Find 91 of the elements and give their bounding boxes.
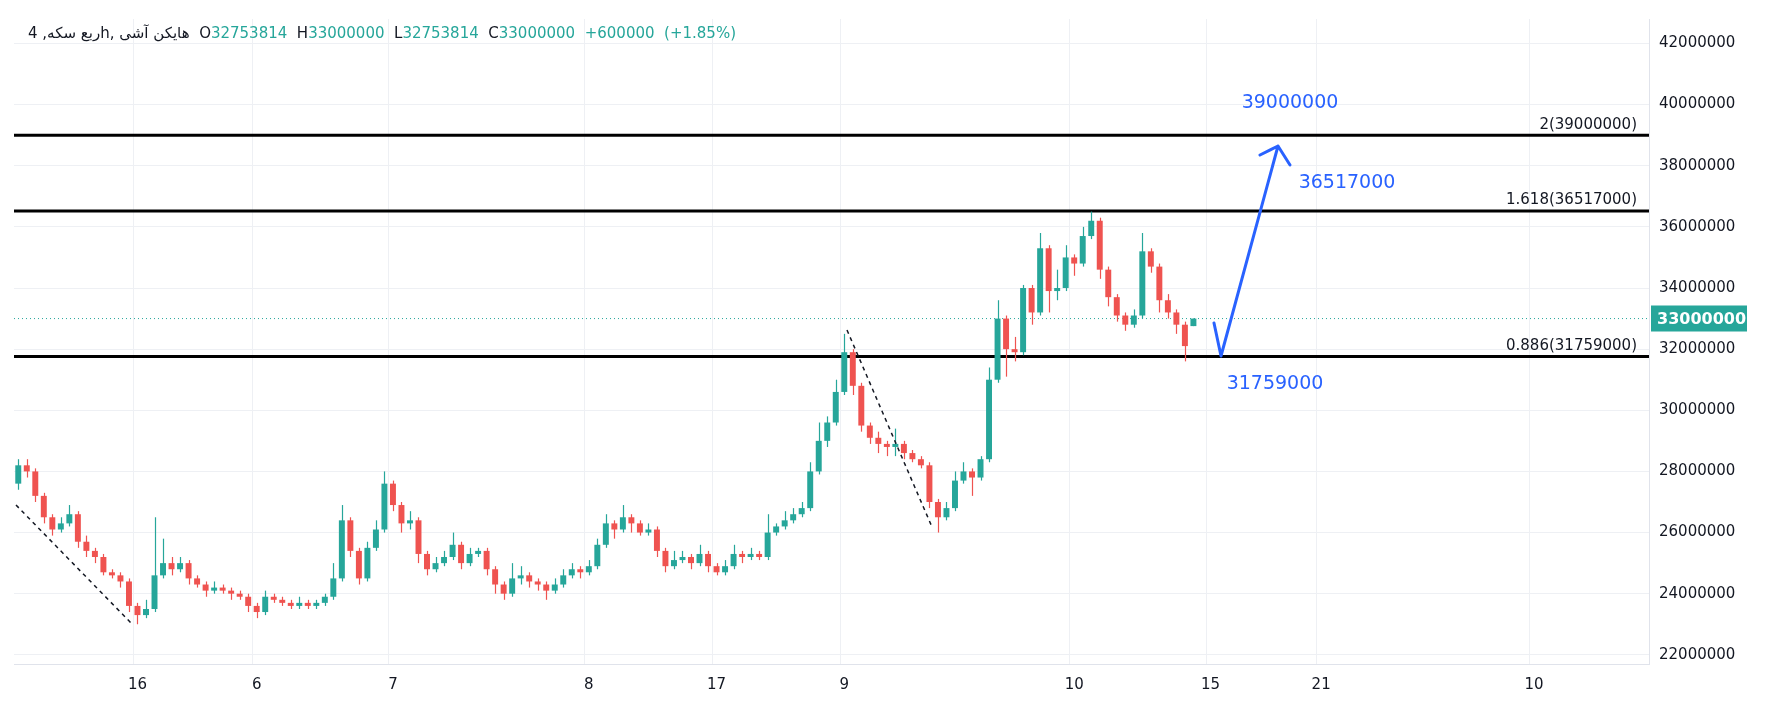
candlestick	[1122, 311, 1129, 332]
candlestick	[781, 510, 788, 531]
candlestick	[168, 556, 175, 576]
candlestick	[483, 547, 490, 576]
text: O32753814 H33000000 L32753814 C33000000 +600000 (+1.85%)	[199, 24, 737, 42]
candlestick	[653, 525, 660, 558]
x-tick-label: 8	[584, 674, 594, 693]
candlestick	[977, 455, 984, 482]
annotation: 39000000	[1241, 90, 1339, 113]
candlestick	[160, 538, 166, 580]
candlestick	[670, 550, 677, 570]
candlestick	[560, 568, 567, 589]
x-tick-label: 15	[1200, 674, 1220, 693]
candlestick	[866, 421, 873, 445]
candlestick	[262, 590, 269, 616]
candlestick	[466, 547, 473, 567]
candlestick	[407, 510, 413, 531]
chart-title: ربع سکه, 4h, هایکن آشی	[28, 24, 190, 42]
x-tick-label: 17	[706, 674, 727, 693]
x-tick-label: 6	[251, 674, 262, 693]
candlestick	[594, 538, 601, 570]
candlestick	[398, 501, 405, 534]
candlestick	[730, 544, 737, 570]
candlestick	[517, 565, 524, 586]
candlestick	[1113, 293, 1120, 323]
candlestick	[543, 580, 550, 601]
candlestick	[900, 440, 907, 460]
candlestick	[83, 535, 90, 558]
candlestick	[934, 498, 941, 534]
x-tick-label: 16	[127, 674, 148, 693]
x-tick-label: 7	[388, 674, 398, 693]
ref-line-label: 0.886(31759000)	[1506, 335, 1637, 354]
y-tick-label: 42000000	[1659, 33, 1736, 52]
candlestick	[245, 593, 252, 613]
candlestick	[1071, 253, 1078, 277]
candlestick	[960, 461, 967, 485]
candlestick	[389, 479, 396, 512]
y-tick-label: 30000000	[1659, 400, 1736, 419]
candlestick	[662, 547, 669, 573]
y-tick-label: 40000000	[1659, 94, 1736, 113]
x-tick-label: 10	[1064, 674, 1084, 693]
candlestick	[458, 541, 465, 570]
candlestick	[100, 553, 107, 576]
candlestick	[49, 513, 56, 537]
candlestick	[1054, 269, 1061, 301]
y-tick-label: 26000000	[1659, 522, 1736, 541]
candlestick	[1088, 210, 1095, 240]
candlestick	[824, 415, 831, 448]
candlestick	[619, 504, 626, 534]
y-tick-label: 22000000	[1659, 644, 1736, 663]
candlestick	[40, 492, 47, 524]
candlestick	[611, 519, 618, 540]
candlestick	[1181, 321, 1188, 362]
candlestick	[1164, 293, 1171, 320]
candlestick	[143, 599, 149, 619]
x-tick-label: 10	[1524, 674, 1544, 693]
candlestick	[372, 519, 379, 552]
ref-line-label: 1.618(36517000)	[1506, 190, 1637, 209]
candlestick	[330, 562, 337, 601]
candlestick	[892, 428, 899, 457]
y-tick-label: 28000000	[1659, 461, 1736, 480]
y-tick-label: 34000000	[1659, 277, 1736, 296]
x-tick-label: 21	[1311, 674, 1331, 693]
y-tick-label: 38000000	[1659, 155, 1736, 174]
annotation: 36517000	[1298, 170, 1396, 192]
candlestick	[628, 513, 635, 534]
candlestick	[66, 504, 73, 528]
candlestick	[602, 513, 609, 549]
ref-line-label: 2(39000000)	[1539, 114, 1637, 133]
candlestick	[705, 550, 711, 573]
candlestick	[943, 501, 950, 521]
candlestick	[15, 458, 22, 491]
y-tick-label: 24000000	[1659, 583, 1736, 602]
candlestick	[1147, 247, 1154, 274]
ref-line-label: 33000000	[1657, 308, 1747, 328]
candlestick	[1173, 308, 1180, 335]
candlestick	[1011, 336, 1018, 362]
annotation: 31759000	[1226, 371, 1324, 394]
candlestick	[509, 562, 516, 598]
candlestick	[875, 431, 882, 454]
candlestick	[134, 602, 141, 625]
candlestick	[969, 467, 975, 497]
candlestick	[185, 559, 192, 586]
candlestick	[424, 550, 430, 576]
x-tick-label: 9	[839, 674, 850, 693]
candlestick	[492, 565, 499, 595]
candlestick	[23, 458, 30, 479]
y-tick-label: 32000000	[1659, 339, 1736, 358]
candlestick	[500, 580, 507, 601]
candlestick	[449, 531, 456, 561]
y-tick-label: 36000000	[1659, 216, 1736, 235]
